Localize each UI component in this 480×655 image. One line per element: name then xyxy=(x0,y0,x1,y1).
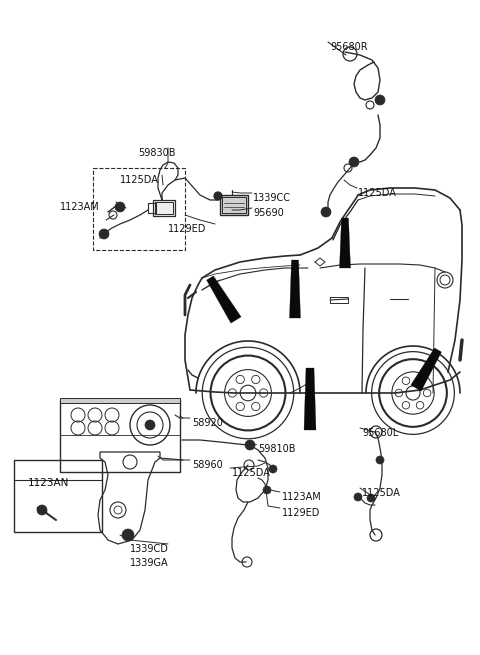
Bar xyxy=(155,202,173,214)
Circle shape xyxy=(37,505,47,515)
Bar xyxy=(148,203,156,213)
Polygon shape xyxy=(206,276,241,323)
Polygon shape xyxy=(411,348,442,391)
Text: 1339CD: 1339CD xyxy=(130,544,169,554)
Text: 58960: 58960 xyxy=(192,460,223,470)
Circle shape xyxy=(99,229,109,239)
Text: 1339GA: 1339GA xyxy=(130,558,168,568)
Text: 1123AM: 1123AM xyxy=(282,492,322,502)
Text: 1123AN: 1123AN xyxy=(28,478,70,488)
Text: 59810B: 59810B xyxy=(258,444,296,454)
Polygon shape xyxy=(289,260,300,318)
Text: 59830B: 59830B xyxy=(138,148,176,158)
Circle shape xyxy=(376,456,384,464)
Bar xyxy=(60,398,180,403)
Text: 95680R: 95680R xyxy=(330,42,368,52)
Circle shape xyxy=(349,157,359,167)
Polygon shape xyxy=(339,218,350,268)
Circle shape xyxy=(375,95,385,105)
Bar xyxy=(60,400,180,472)
Circle shape xyxy=(115,202,125,212)
Bar xyxy=(14,460,102,532)
Bar xyxy=(220,195,248,215)
Text: 58920: 58920 xyxy=(192,418,223,428)
Circle shape xyxy=(354,493,362,501)
Circle shape xyxy=(214,192,222,200)
Text: 1339CC: 1339CC xyxy=(253,193,291,203)
Circle shape xyxy=(321,207,331,217)
Circle shape xyxy=(269,465,277,473)
Text: 1129ED: 1129ED xyxy=(168,224,206,234)
Text: 1123AM: 1123AM xyxy=(60,202,100,212)
Bar xyxy=(93,168,185,250)
Text: 1125DA: 1125DA xyxy=(232,468,271,478)
Text: 95690: 95690 xyxy=(253,208,284,218)
Text: 1129ED: 1129ED xyxy=(282,508,320,518)
Text: 1125DA: 1125DA xyxy=(120,175,159,185)
Circle shape xyxy=(145,420,155,430)
Text: 1125DA: 1125DA xyxy=(362,488,401,498)
Text: 95680L: 95680L xyxy=(362,428,398,438)
Circle shape xyxy=(367,494,375,502)
Text: 1125DA: 1125DA xyxy=(358,188,397,198)
Circle shape xyxy=(263,486,271,494)
Bar xyxy=(222,197,246,213)
Polygon shape xyxy=(304,368,316,430)
Bar xyxy=(153,200,175,216)
Circle shape xyxy=(245,440,255,450)
Circle shape xyxy=(122,529,134,541)
